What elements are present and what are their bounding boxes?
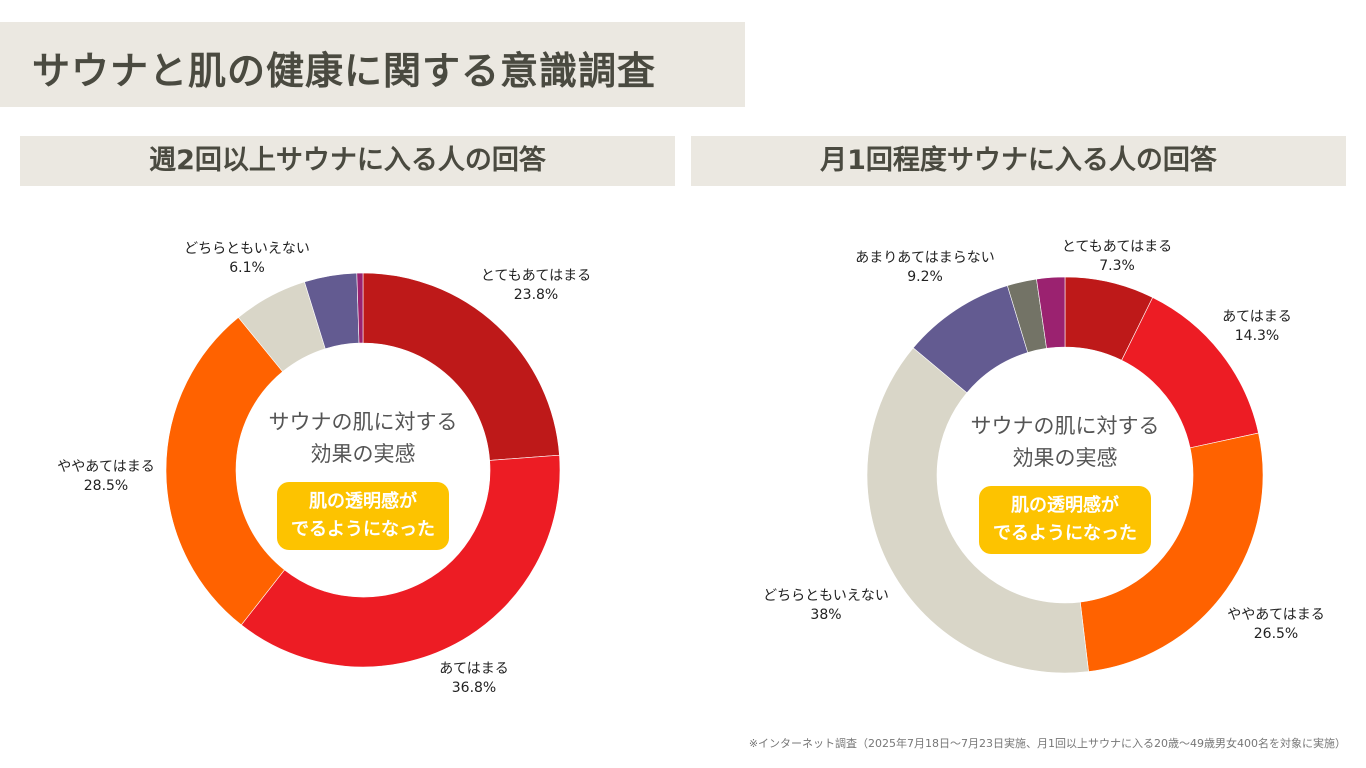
answer-badge: 肌の透明感が でるようになった	[979, 486, 1151, 554]
label-left-3: どちらともいえない 6.1%	[184, 241, 310, 276]
donut-slice-1-2	[1079, 432, 1264, 672]
center-left: サウナの肌に対する 効果の実感 肌の透明感が でるようになった	[243, 406, 483, 550]
donut-slice-0-5	[356, 272, 364, 344]
center-right: サウナの肌に対する 効果の実感 肌の透明感が でるようになった	[945, 410, 1185, 554]
center-text: サウナの肌に対する 効果の実感	[970, 414, 1160, 470]
donut-slice-0-2	[165, 317, 285, 626]
page-title: サウナと肌の健康に関する意識調査	[32, 49, 657, 93]
label-right-2: ややあてはまる 26.5%	[1227, 607, 1325, 642]
donut-slice-1-3	[866, 347, 1089, 674]
label-right-0: とてもあてはまる 7.3%	[1061, 239, 1173, 274]
donut-slice-1-6	[1036, 276, 1066, 349]
label-left-0: とてもあてはまる 23.8%	[480, 268, 592, 303]
answer-badge: 肌の透明感が でるようになった	[277, 482, 449, 550]
label-left-1: あてはまる 36.8%	[439, 661, 509, 696]
center-text: サウナの肌に対する 効果の実感	[268, 410, 458, 466]
donut-slice-0-1	[240, 454, 561, 668]
chart-title-right: 月1回程度サウナに入る人の回答	[691, 136, 1346, 186]
label-right-3: どちらともいえない 38%	[763, 588, 889, 623]
label-right-1: あてはまる 14.3%	[1222, 309, 1292, 344]
donut-slice-0-0	[362, 272, 560, 461]
label-left-2: ややあてはまる 28.5%	[57, 459, 155, 494]
page-title-banner: サウナと肌の健康に関する意識調査	[0, 22, 745, 107]
chart-title-left: 週2回以上サウナに入る人の回答	[20, 136, 675, 186]
label-right-4: あまりあてはまらない 9.2%	[855, 250, 995, 285]
footnote: ※インターネット調査（2025年7月18日～7月23日実施、月1回以上サウナに入…	[748, 737, 1346, 750]
